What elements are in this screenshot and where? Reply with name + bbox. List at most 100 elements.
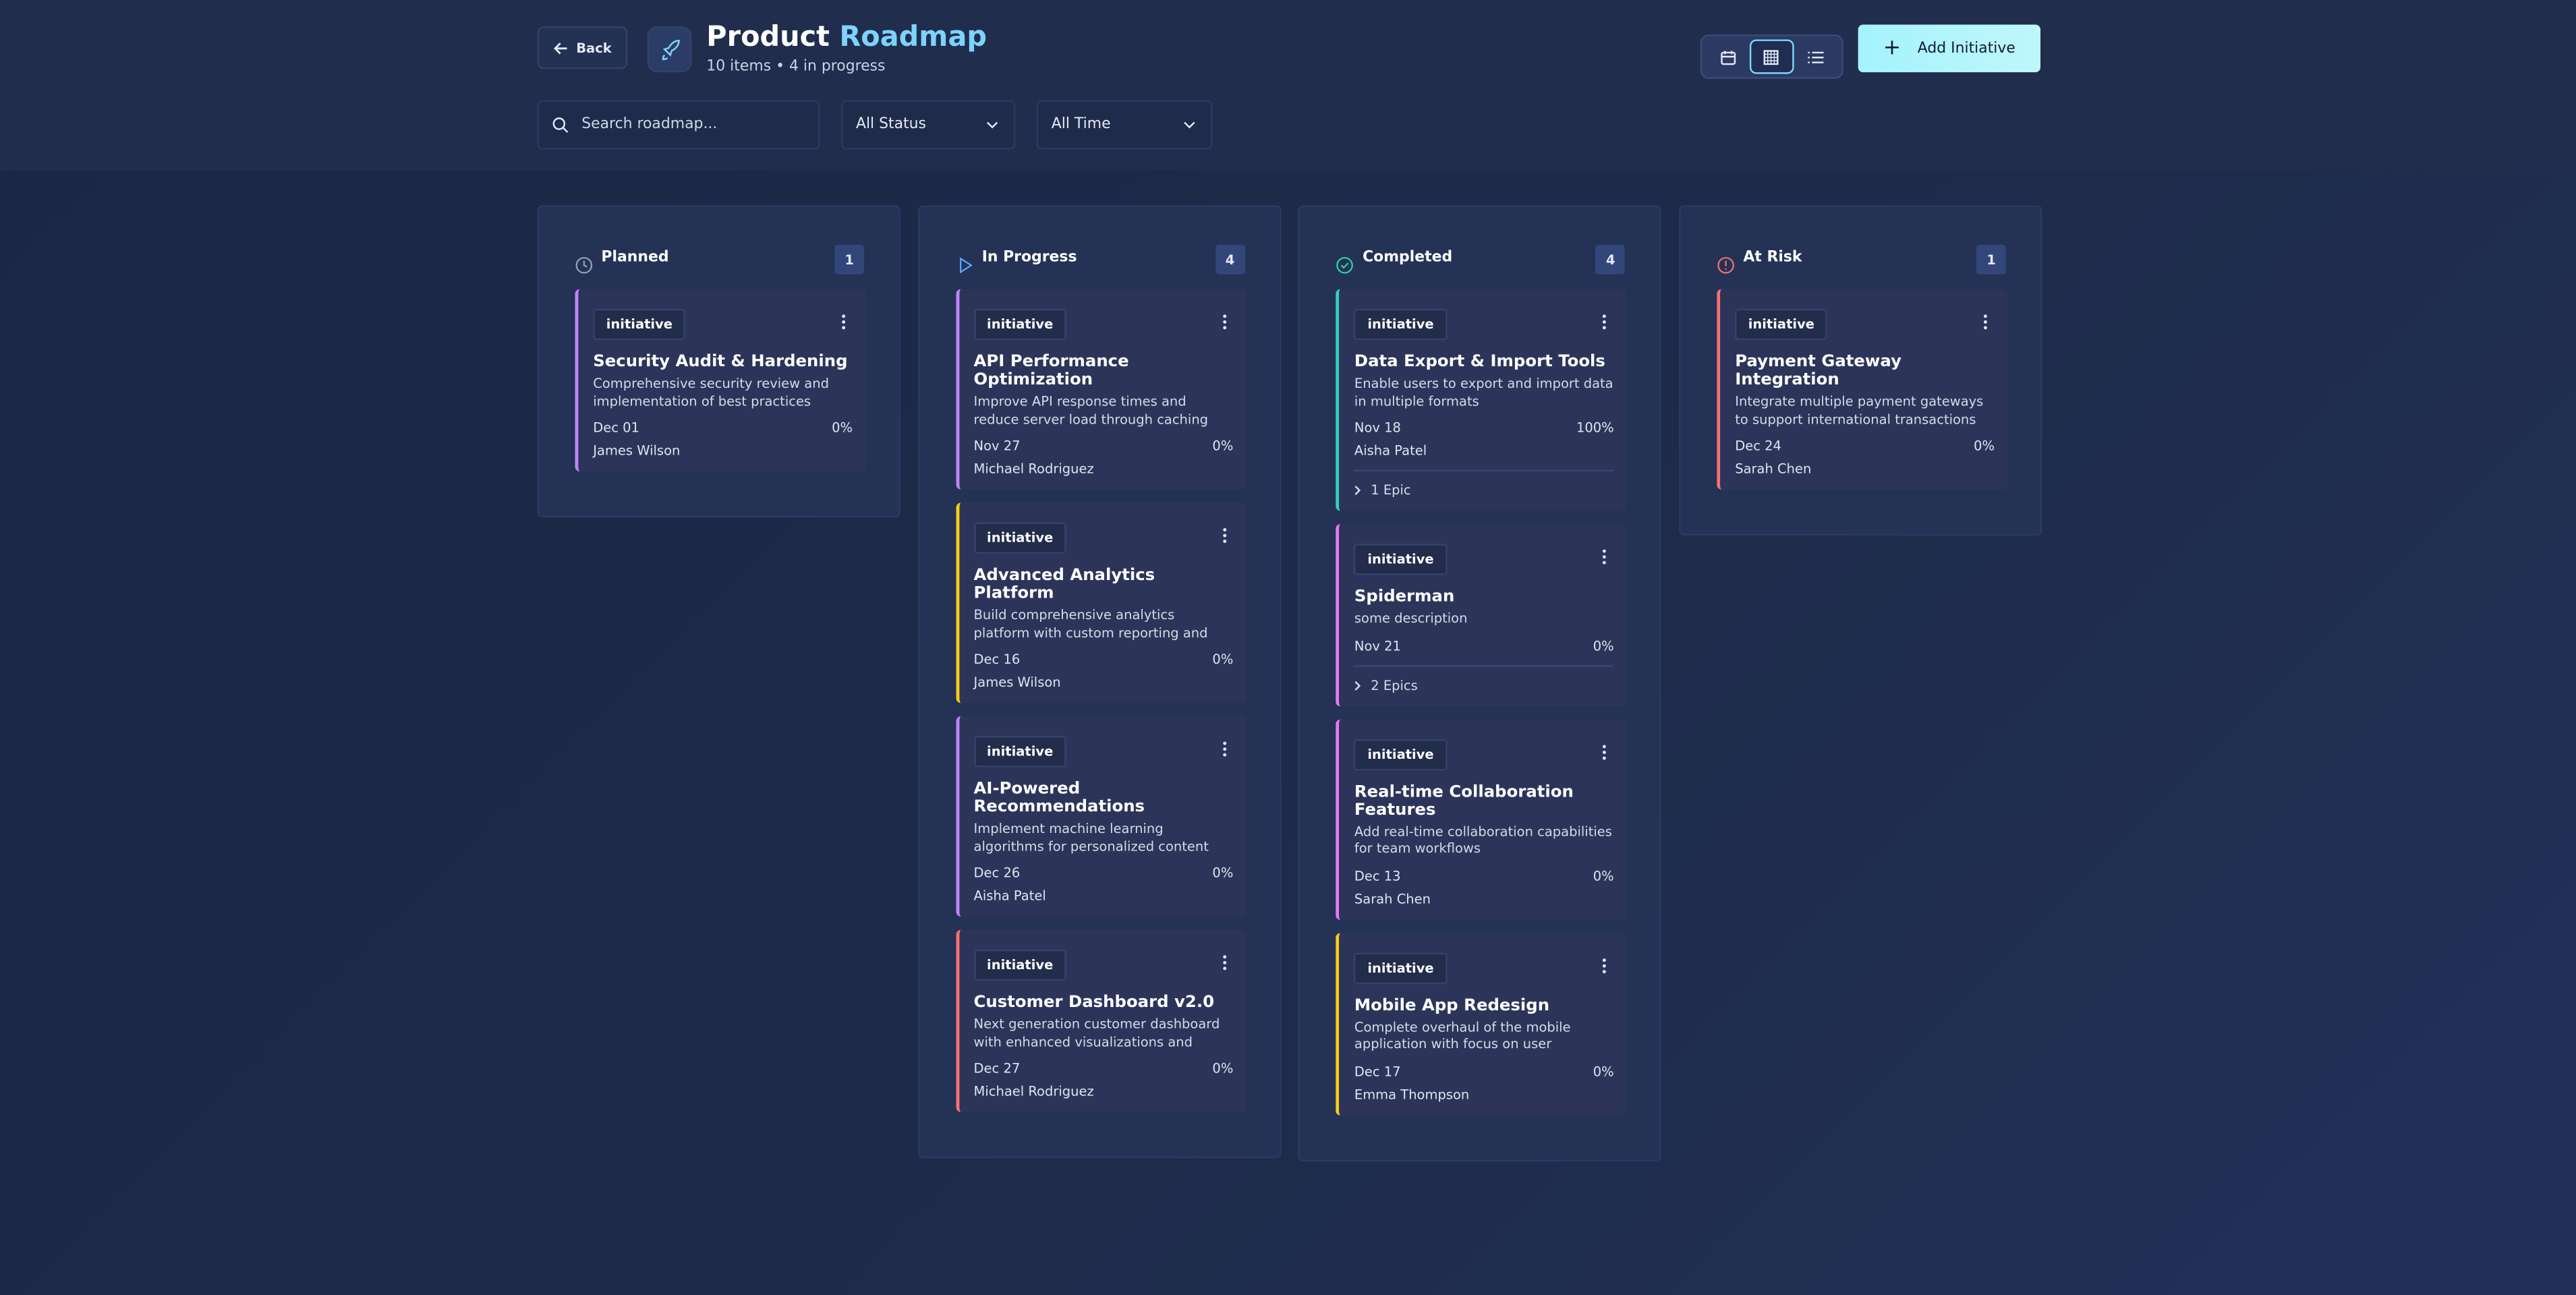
- column-header: At Risk 1: [1681, 207, 2040, 289]
- due-date: Nov 27: [973, 438, 1021, 454]
- card-title: Customer Dashboard v2.0: [973, 994, 1215, 1012]
- due-date: Dec 26: [973, 865, 1021, 881]
- card-menu[interactable]: [841, 306, 846, 337]
- column-header: In Progress 4: [919, 207, 1279, 289]
- play-icon: [959, 257, 973, 274]
- tag: initiative: [973, 308, 1066, 341]
- card[interactable]: initiative Customer Dashboard v2.0 Next ge…: [955, 929, 1247, 1112]
- search-placeholder: Search roadmap...: [581, 116, 718, 134]
- calendar-view[interactable]: [1707, 39, 1750, 74]
- search-input[interactable]: Search roadmap...: [537, 100, 820, 150]
- grid-view[interactable]: [1750, 39, 1794, 74]
- plus-icon: +: [1883, 36, 1901, 61]
- card[interactable]: initiative Security Audit & Hardening Comp…: [575, 289, 866, 472]
- status-label: All Status: [855, 116, 926, 134]
- menu-icon: [1222, 955, 1226, 971]
- card-title: Data Export & Import Tools: [1354, 353, 1605, 372]
- epics-toggle[interactable]: 1 Epic: [1354, 469, 1614, 498]
- card-menu[interactable]: [1603, 540, 1607, 571]
- card-description: Integrate multiple payment gateways to s…: [1735, 394, 1984, 427]
- card-menu[interactable]: [1603, 306, 1607, 337]
- due-date: Nov 21: [1354, 638, 1401, 654]
- epics-label: 1 Epic: [1371, 483, 1411, 498]
- time-filter[interactable]: All Time: [1036, 100, 1213, 150]
- card-description: Complete overhaul of the mobile applicat…: [1354, 1019, 1571, 1052]
- card-meta: Nov 18 100%: [1354, 421, 1614, 436]
- tag: initiative: [973, 949, 1066, 981]
- card-menu[interactable]: [1983, 306, 1988, 337]
- epics-toggle[interactable]: 2 Epics: [1354, 664, 1614, 693]
- page-title: Product Roadmap: [706, 22, 987, 55]
- card[interactable]: initiative API Performance Optimization Im…: [955, 289, 1247, 490]
- owner: Michael Rodriguez: [973, 461, 1094, 477]
- card-meta: Dec 13 0%: [1354, 868, 1614, 883]
- tag: initiative: [973, 736, 1066, 768]
- title-part: Roadmap: [839, 21, 988, 55]
- column-icon: [1717, 250, 1735, 281]
- menu-icon: [1603, 744, 1607, 759]
- rocket-icon: [661, 40, 679, 61]
- menu-icon: [1222, 741, 1226, 757]
- card-title: Real-time Collaboration Features: [1354, 782, 1574, 819]
- card-menu[interactable]: [1603, 949, 1607, 980]
- add-initiative-button[interactable]: + Add Initiative: [1858, 24, 2041, 73]
- logo: [647, 26, 692, 73]
- column-name: At Risk: [1743, 250, 1802, 266]
- card-description: Add real-time collaboration capabilities…: [1354, 824, 1612, 856]
- card-description: Improve API response times and reduce se…: [973, 394, 1209, 427]
- count-badge: 4: [1595, 244, 1626, 275]
- card-description: Implement machine learning algorithms fo…: [973, 821, 1209, 854]
- card-title: Advanced Analytics Platform: [973, 567, 1155, 603]
- status-filter[interactable]: All Status: [841, 100, 1016, 150]
- tag: initiative: [1354, 738, 1448, 770]
- due-date: Dec 16: [973, 652, 1021, 667]
- column-header: Completed 4: [1300, 207, 1660, 289]
- progress: 0%: [1212, 865, 1234, 881]
- back-button[interactable]: Back: [537, 26, 628, 69]
- card-menu[interactable]: [1222, 306, 1226, 337]
- owner: Aisha Patel: [1354, 443, 1427, 459]
- card[interactable]: initiative AI-Powered Recommendations Impl…: [955, 716, 1247, 917]
- menu-icon: [1222, 528, 1226, 543]
- progress: 0%: [1593, 638, 1614, 654]
- card-menu[interactable]: [1222, 519, 1226, 550]
- icon: [1807, 51, 1824, 63]
- tag: initiative: [1735, 308, 1828, 341]
- card[interactable]: initiative Real-time Collaboration Featur…: [1336, 718, 1628, 919]
- owner: James Wilson: [973, 675, 1061, 690]
- menu-icon: [1603, 314, 1607, 330]
- view-toggle: [1700, 34, 1843, 79]
- epics-label: 2 Epics: [1371, 677, 1418, 693]
- card[interactable]: initiative Advanced Analytics Platform Bui…: [955, 502, 1247, 703]
- card-menu[interactable]: [1603, 735, 1607, 766]
- time-label: All Time: [1051, 116, 1111, 134]
- card-menu[interactable]: [1222, 732, 1226, 764]
- card-description: Enable users to export and import data i…: [1354, 376, 1613, 409]
- subtitle: 10 items • 4 in progress: [706, 59, 886, 76]
- column-icon: [956, 250, 974, 281]
- card[interactable]: initiative Mobile App Redesign Complete ov…: [1336, 932, 1628, 1115]
- card[interactable]: initiative Data Export & Import Tools Enab…: [1336, 289, 1628, 511]
- title-part: Product: [706, 21, 830, 55]
- chevron: [986, 121, 998, 129]
- back-icon: [553, 41, 567, 54]
- card-meta: Dec 27 0%: [974, 1061, 1234, 1076]
- column-header: Planned 1: [539, 207, 898, 289]
- icon: [1721, 50, 1736, 64]
- card[interactable]: initiative Payment Gateway Integration Int…: [1717, 289, 2008, 490]
- due-date: Dec 24: [1735, 438, 1781, 454]
- alert-icon: [1717, 257, 1735, 274]
- card-title: Spiderman: [1354, 587, 1455, 606]
- card[interactable]: initiative Spiderman some description Nov 2…: [1336, 523, 1628, 706]
- check-icon: [1337, 257, 1354, 274]
- menu-icon: [1222, 314, 1226, 330]
- column: In Progress 4 initiative API Performance Op…: [917, 205, 1282, 1159]
- owner: Michael Rodriguez: [973, 1084, 1094, 1099]
- card-title: API Performance Optimization: [973, 353, 1129, 390]
- count-badge: 1: [834, 244, 865, 275]
- card-menu[interactable]: [1222, 946, 1226, 977]
- card-meta: Nov 21 0%: [1354, 638, 1614, 653]
- list-view[interactable]: [1794, 39, 1837, 74]
- column-icon: [575, 250, 593, 281]
- progress: 0%: [1593, 1064, 1614, 1078]
